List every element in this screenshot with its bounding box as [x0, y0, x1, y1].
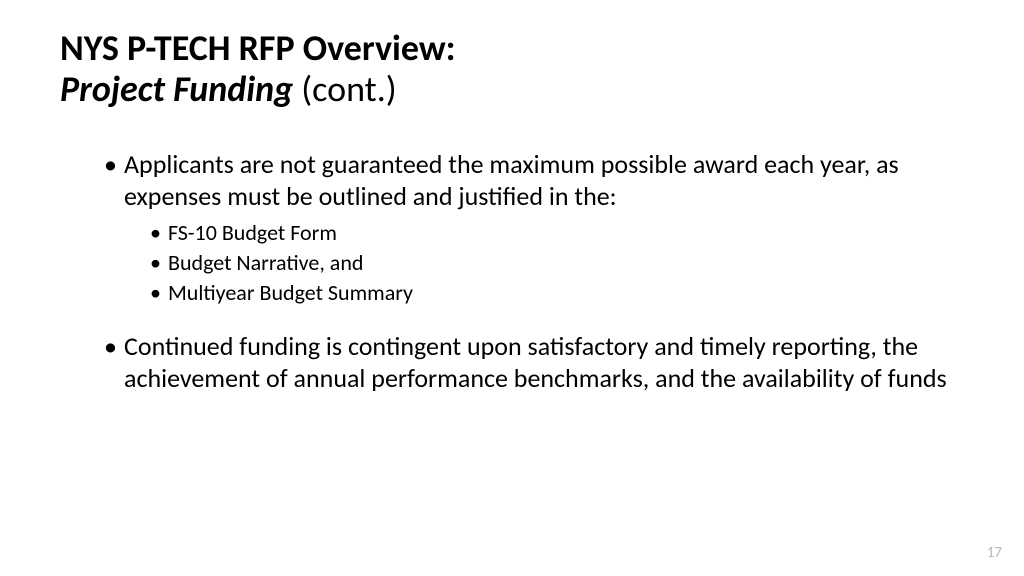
bullet-item: Applicants are not guaranteed the maximu…: [104, 149, 964, 308]
sub-bullet-item: Multiyear Budget Summary: [150, 278, 964, 308]
bullet-list: Applicants are not guaranteed the maximu…: [104, 149, 964, 395]
slide-title-block: NYS P-TECH RFP Overview: Project Funding…: [60, 28, 964, 111]
slide-title-line2: Project Funding (cont.): [60, 69, 964, 110]
bullet-item: Continued funding is contingent upon sat…: [104, 331, 964, 394]
slide: NYS P-TECH RFP Overview: Project Funding…: [0, 0, 1024, 576]
sub-bullet-item: FS-10 Budget Form: [150, 218, 964, 248]
sub-bullet-item: Budget Narrative, and: [150, 248, 964, 278]
sub-bullet-list: FS-10 Budget Form Budget Narrative, and …: [124, 218, 964, 307]
slide-body: Applicants are not guaranteed the maximu…: [60, 149, 964, 395]
bullet-text: Continued funding is contingent upon sat…: [124, 330, 947, 394]
slide-subtitle-main: Project Funding: [60, 67, 301, 111]
slide-title-line1: NYS P-TECH RFP Overview:: [60, 28, 964, 69]
page-number: 17: [987, 544, 1002, 562]
bullet-text: Applicants are not guaranteed the maximu…: [124, 148, 899, 212]
slide-subtitle-cont: (cont.): [301, 67, 396, 111]
